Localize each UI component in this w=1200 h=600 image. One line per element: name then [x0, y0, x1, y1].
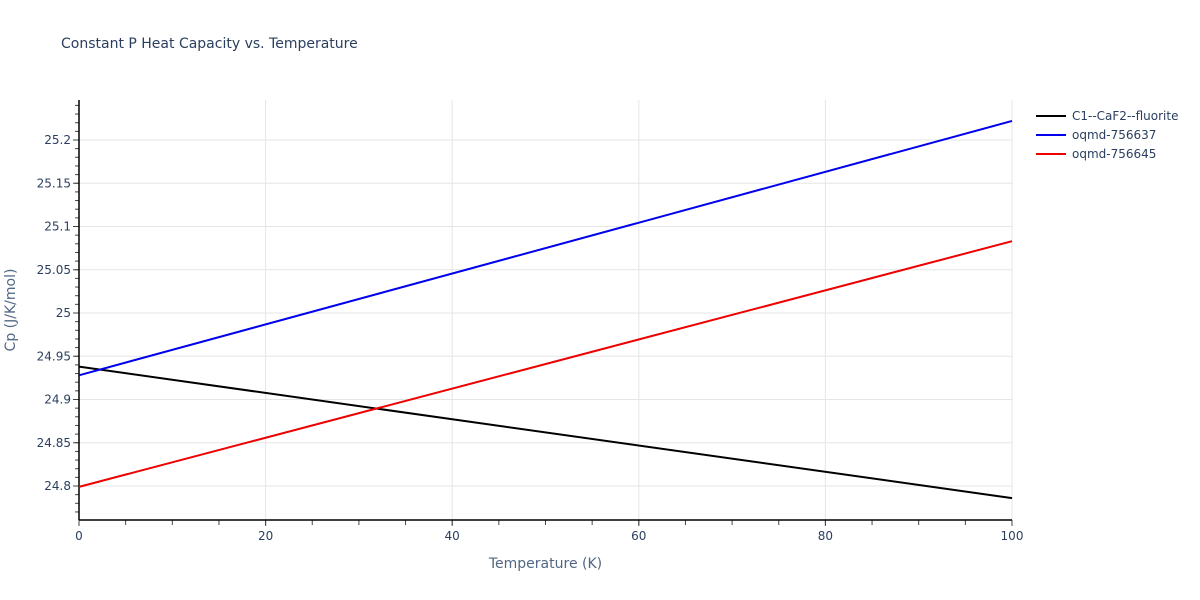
y-tick-label: 25.05 — [37, 263, 71, 277]
series-line-0[interactable] — [78, 365, 1013, 500]
legend-label: oqmd-756645 — [1072, 146, 1157, 161]
series-line-2[interactable] — [78, 240, 1013, 488]
y-tick-label: 25.1 — [44, 220, 71, 234]
x-tick-label: 60 — [631, 529, 646, 543]
y-tick-label: 24.95 — [37, 349, 71, 363]
x-tick-label: 0 — [75, 529, 83, 543]
y-axis-label: Cp (J/K/mol) — [3, 269, 19, 352]
y-tick-label: 25 — [56, 306, 71, 320]
legend-swatch-icon — [1036, 152, 1066, 155]
legend: C1--CaF2--fluorite oqmd-756637 oqmd-7566… — [1036, 106, 1178, 163]
y-tick-label: 24.8 — [44, 479, 71, 493]
y-tick-label: 25.15 — [37, 176, 71, 190]
legend-swatch-icon — [1036, 133, 1066, 136]
legend-item-c1-caf2-fluorite[interactable]: C1--CaF2--fluorite — [1036, 106, 1178, 125]
x-tick-label: 100 — [1001, 529, 1024, 543]
legend-item-oqmd-756637[interactable]: oqmd-756637 — [1036, 125, 1178, 144]
x-tick-label: 80 — [818, 529, 833, 543]
legend-swatch-icon — [1036, 114, 1066, 117]
chart-title: Constant P Heat Capacity vs. Temperature — [61, 36, 358, 52]
y-tick-label: 25.2 — [44, 133, 71, 147]
legend-item-oqmd-756645[interactable]: oqmd-756645 — [1036, 144, 1178, 163]
y-tick-label: 24.85 — [37, 436, 71, 450]
legend-label: C1--CaF2--fluorite — [1072, 108, 1179, 123]
legend-label: oqmd-756637 — [1072, 127, 1157, 142]
x-tick-label: 40 — [445, 529, 460, 543]
x-tick-label: 20 — [258, 529, 273, 543]
x-axis-label: Temperature (K) — [488, 556, 602, 572]
series-line-1[interactable] — [78, 120, 1013, 377]
y-tick-label: 24.9 — [44, 393, 71, 407]
